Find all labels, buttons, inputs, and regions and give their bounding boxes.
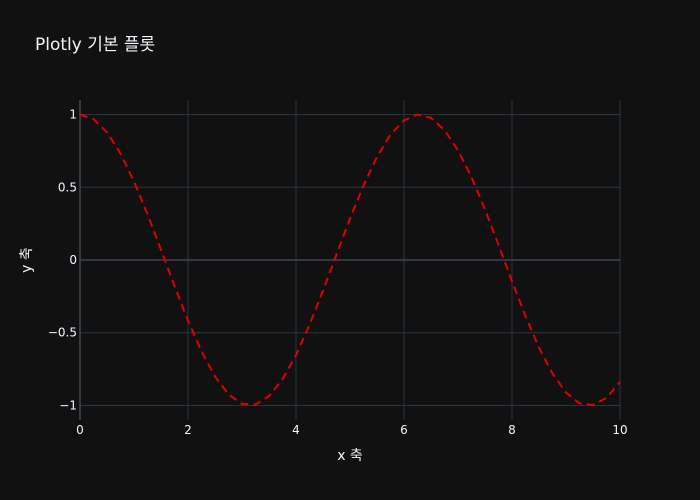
x-tick-labels: 0 2 4 6 8 10 <box>76 423 627 437</box>
zero-lines <box>79 100 620 420</box>
series-line <box>79 113 621 407</box>
x-tick-label: 4 <box>292 423 300 437</box>
y-tick-label: 1 <box>69 108 77 122</box>
series-group <box>79 113 621 407</box>
y-tick-label: −0.5 <box>48 326 77 340</box>
x-axis-title: x 축 <box>337 448 363 464</box>
x-tick-label: 0 <box>76 423 84 437</box>
x-tick-label: 10 <box>612 423 627 437</box>
chart-title: Plotly 기본 플롯 <box>35 35 155 55</box>
y-tick-labels: 1 0.5 0 −0.5 −1 <box>48 108 77 413</box>
y-tick-label: −1 <box>59 398 77 412</box>
y-tick-label: 0 <box>69 253 77 267</box>
x-tick-label: 2 <box>184 423 192 437</box>
y-axis-title: y 축 <box>19 247 35 273</box>
x-tick-label: 8 <box>508 423 516 437</box>
x-tick-label: 6 <box>400 423 408 437</box>
y-tick-label: 0.5 <box>58 180 77 194</box>
